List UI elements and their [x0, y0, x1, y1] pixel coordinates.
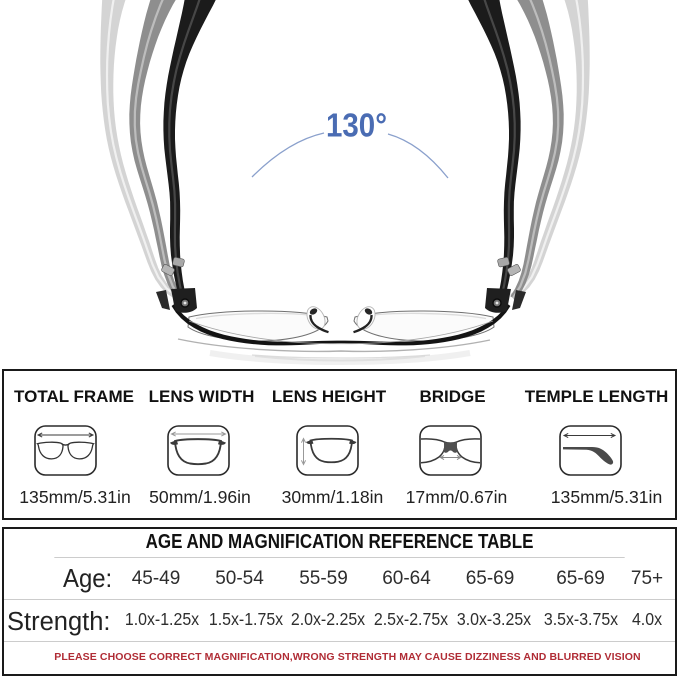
svg-text:130°: 130°: [326, 107, 387, 144]
